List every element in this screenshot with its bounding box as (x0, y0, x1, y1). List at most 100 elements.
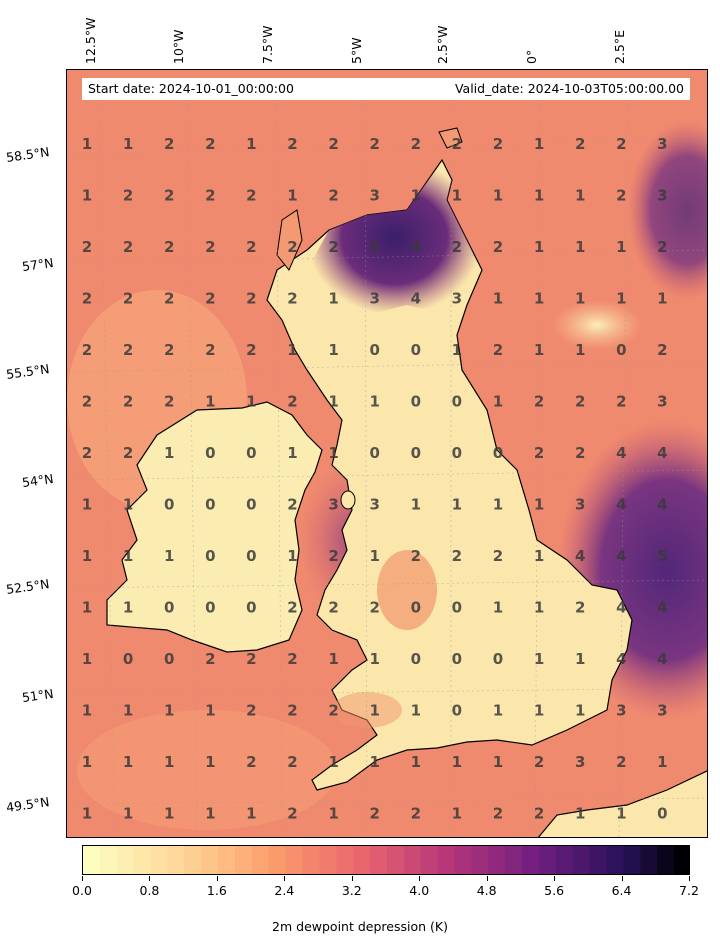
grid-value: 2 (411, 547, 421, 565)
grid-value: 1 (164, 444, 174, 462)
grid-value: 1 (534, 135, 544, 153)
grid-value: 1 (452, 496, 462, 514)
grid-value: 1 (82, 547, 92, 565)
colorbar-swatch (268, 846, 287, 874)
colorbar-swatch (336, 846, 354, 874)
colorbar-swatches (83, 846, 689, 874)
lon-label-10w: 10°W (171, 29, 186, 64)
grid-value: 1 (205, 753, 215, 771)
colorbar-swatch (437, 846, 456, 874)
colorbar-swatch (167, 846, 185, 874)
grid-value: 1 (534, 341, 544, 359)
start-date-label: Start date: 2024-10-01_00:00:00 (88, 81, 294, 96)
grid-value: 2 (82, 341, 92, 359)
grid-value: 0 (164, 496, 174, 514)
grid-value: 3 (575, 753, 585, 771)
grid-value: 1 (493, 496, 503, 514)
grid-value: 1 (123, 805, 133, 823)
grid-value: 2 (164, 238, 174, 256)
grid-value: 1 (534, 547, 544, 565)
colorbar-swatch (488, 846, 506, 874)
grid-value: 4 (411, 238, 421, 256)
colorbar-tick (689, 876, 690, 881)
grid-value: 2 (82, 444, 92, 462)
grid-value: 0 (164, 650, 174, 668)
grid-value: 1 (452, 805, 462, 823)
colorbar-swatch (251, 846, 270, 874)
grid-value: 2 (328, 547, 338, 565)
grid-value: 2 (287, 393, 297, 411)
colorbar-swatch (184, 846, 202, 874)
outer-hebrides (276, 209, 303, 271)
grid-value: 1 (575, 702, 585, 720)
grid-value: 1 (246, 393, 256, 411)
grid-value: 4 (616, 444, 626, 462)
grid-value: 2 (205, 650, 215, 668)
colorbar-swatch (302, 846, 321, 874)
grid-value: 2 (287, 496, 297, 514)
grid-value: 1 (328, 444, 338, 462)
colorbar-swatch (370, 846, 388, 874)
grid-value: 1 (287, 547, 297, 565)
france-coast (537, 770, 707, 837)
grid-value: 1 (452, 753, 462, 771)
grid-value: 1 (493, 290, 503, 308)
great-britain-landmass (266, 158, 633, 791)
colorbar-ticks: 0.0 0.8 1.6 2.4 3.2 4.0 4.8 5.6 6.4 7.2 (72, 876, 699, 906)
grid-value: 3 (575, 496, 585, 514)
grid-value: 2 (205, 238, 215, 256)
grid-value: 2 (164, 341, 174, 359)
grid-value: 2 (493, 547, 503, 565)
lon-label-12.5w: 12.5°W (83, 17, 98, 64)
grid-value: 2 (328, 187, 338, 205)
colorbar-swatch (589, 846, 608, 874)
grid-value: 0 (411, 393, 421, 411)
grid-value: 0 (246, 599, 256, 617)
grid-value: 0 (616, 341, 626, 359)
colorbar-tick-label: 0.8 (139, 883, 160, 898)
grid-value: 1 (82, 805, 92, 823)
grid-value: 0 (123, 650, 133, 668)
grid-value: 4 (657, 599, 667, 617)
grid-value: 0 (246, 547, 256, 565)
grid-value: 1 (369, 547, 379, 565)
grid-value: 2 (82, 238, 92, 256)
grid-value: 2 (287, 599, 297, 617)
grid-value: 1 (575, 805, 585, 823)
grid-value: 3 (369, 496, 379, 514)
grid-value: 2 (452, 547, 462, 565)
grid-value: 1 (575, 187, 585, 205)
colorbar-tick (284, 876, 286, 881)
grid-value: 1 (328, 753, 338, 771)
grid-value: 2 (575, 393, 585, 411)
grid-value: 1 (123, 599, 133, 617)
grid-value: 5 (369, 238, 379, 256)
grid-value: 1 (123, 496, 133, 514)
channel-patch (77, 710, 337, 830)
grid-value: 1 (657, 290, 667, 308)
grid-value: 1 (616, 290, 626, 308)
grid-value: 2 (493, 341, 503, 359)
map-panel: 1 1 2 2 1 2 2 2 2 2 2 1 2 2 3 1 2 2 2 2 1 2 3 1 1 1 1 1 2 3 2 2 2 2 2 2 2 5 4 2… (66, 69, 708, 838)
scottish-highlands-high-region (307, 160, 482, 315)
north-east-high-region (627, 120, 707, 300)
grid-value: 1 (164, 547, 174, 565)
grid-value: 1 (123, 547, 133, 565)
grid-value: 2 (575, 599, 585, 617)
grid-value: 0 (411, 650, 421, 668)
grid-value: 0 (205, 444, 215, 462)
lat-label-58.5n: 58.5°N (5, 144, 51, 165)
grid-value: 5 (657, 547, 667, 565)
isle-of-man (340, 490, 356, 510)
grid-value: 2 (123, 238, 133, 256)
grid-value: 4 (616, 496, 626, 514)
colorbar-swatch (133, 846, 152, 874)
grid-value: 1 (616, 805, 626, 823)
colorbar-swatch (218, 846, 236, 874)
grid-value: 3 (328, 496, 338, 514)
grid-value: 2 (411, 135, 421, 153)
grid-value: 1 (534, 290, 544, 308)
colorbar-swatch (387, 846, 405, 874)
colorbar-tick-label: 6.4 (611, 883, 632, 898)
grid-value: 2 (82, 290, 92, 308)
